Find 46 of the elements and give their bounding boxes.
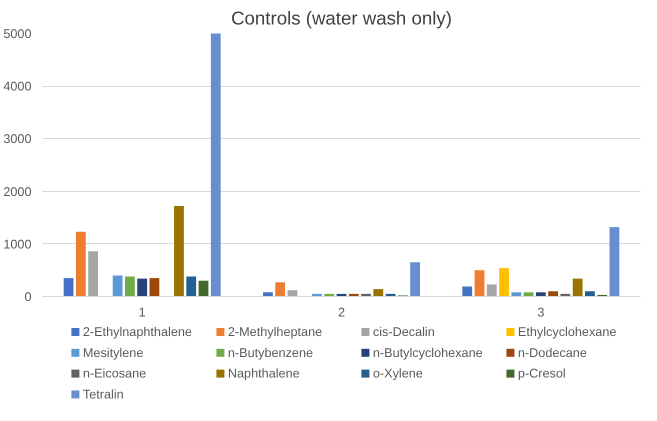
bar bbox=[150, 278, 160, 296]
legend-label: o-Xylene bbox=[372, 366, 423, 381]
bar bbox=[76, 232, 86, 296]
legend-label: Naphthalene bbox=[228, 366, 300, 381]
legend-label: n-Butybenzene bbox=[228, 346, 314, 360]
y-tick-label: 0 bbox=[24, 290, 32, 304]
legend-label: n-Eicosane bbox=[82, 366, 146, 381]
bar bbox=[499, 268, 509, 296]
bar bbox=[198, 280, 208, 296]
bar bbox=[474, 270, 484, 296]
bar bbox=[584, 291, 595, 296]
y-tick-label: 4000 bbox=[3, 80, 32, 94]
legend-label: Ethylcyclohexane bbox=[518, 324, 616, 339]
legend-label: 2-Ethylnaphthalene bbox=[82, 324, 192, 339]
x-tick-label: 3 bbox=[537, 306, 544, 320]
bar bbox=[410, 262, 420, 296]
bar bbox=[486, 284, 497, 296]
legend-label: n-Dodecane bbox=[518, 346, 587, 360]
legend-label: n-Butylcyclohexane bbox=[372, 346, 483, 360]
bar bbox=[572, 278, 583, 296]
legend-label: cis-Decalin bbox=[372, 324, 435, 339]
legend-label: Mesitylene bbox=[82, 346, 144, 360]
y-tick-label: 1000 bbox=[3, 237, 32, 252]
bar bbox=[275, 282, 286, 296]
legend-label: 2-Methylheptane bbox=[228, 324, 322, 339]
bar bbox=[64, 278, 74, 296]
y-tick-label: 5000 bbox=[3, 27, 32, 41]
x-tick-label: 1 bbox=[138, 306, 146, 320]
bar bbox=[462, 286, 472, 296]
bar bbox=[88, 251, 98, 296]
bar bbox=[210, 34, 221, 296]
bar bbox=[137, 278, 148, 296]
legend-label: Tetralin bbox=[82, 387, 124, 402]
bar bbox=[124, 276, 135, 296]
bar bbox=[288, 290, 298, 296]
y-tick-label: 2000 bbox=[3, 184, 32, 199]
chart-title: Controls (water wash only) bbox=[231, 8, 452, 28]
bar bbox=[610, 227, 620, 296]
bar bbox=[174, 206, 184, 296]
legend-label: p-Cresol bbox=[518, 366, 566, 381]
bar bbox=[548, 291, 558, 296]
bar bbox=[373, 289, 384, 296]
bar bbox=[186, 276, 196, 296]
bar bbox=[112, 275, 123, 296]
y-tick-label: 3000 bbox=[3, 132, 32, 146]
x-tick-label: 2 bbox=[338, 306, 346, 320]
